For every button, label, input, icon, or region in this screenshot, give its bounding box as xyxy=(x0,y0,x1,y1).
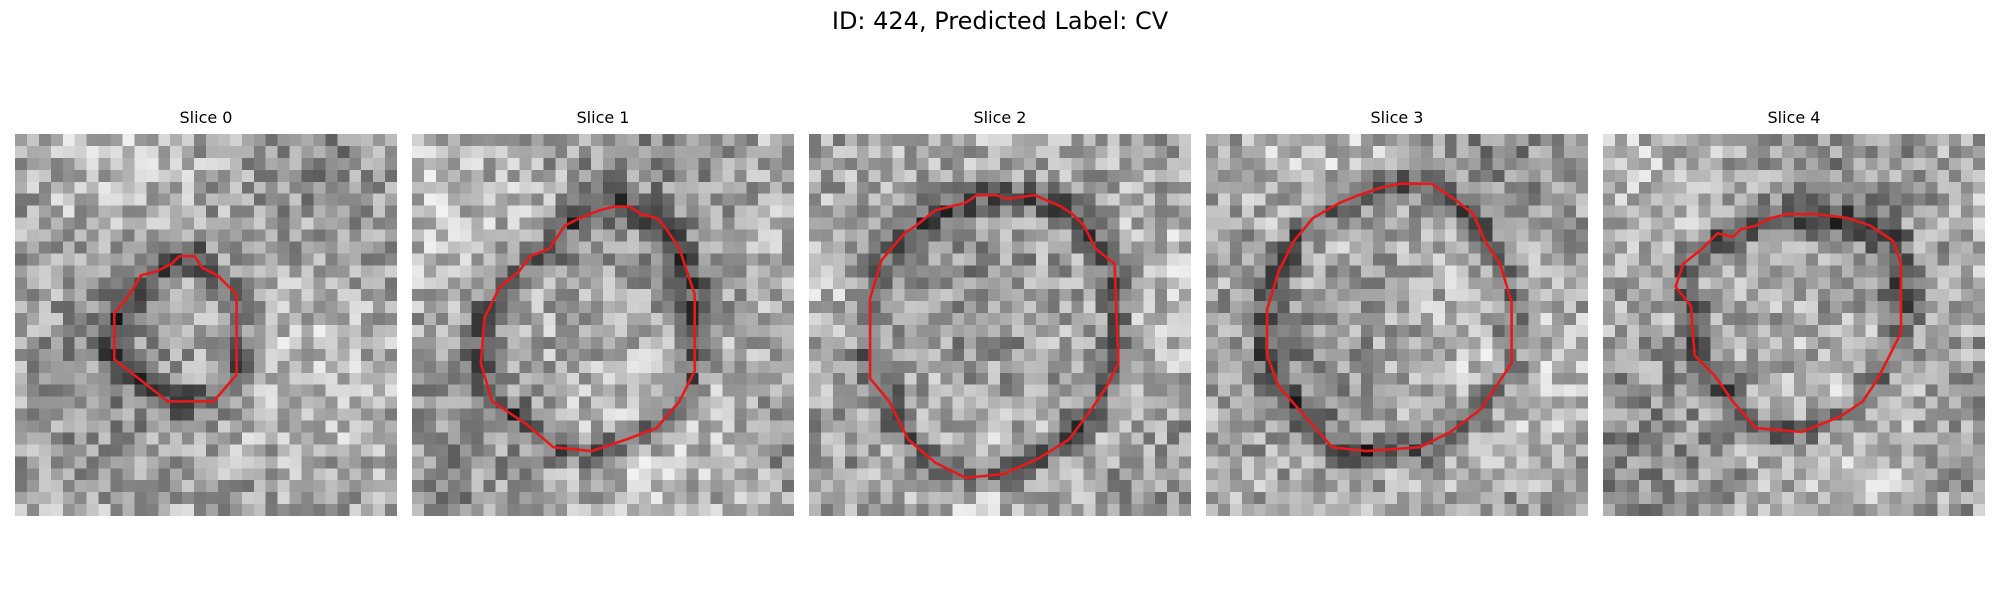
slice-title: Slice 4 xyxy=(1767,108,1821,127)
figure-title: ID: 424, Predicted Label: CV xyxy=(831,7,1169,35)
segmentation-contour xyxy=(1265,182,1513,453)
slice-image xyxy=(1603,134,1985,516)
slice-panel-3: Slice 3 xyxy=(1206,0,1588,520)
slice-title: Slice 0 xyxy=(179,108,233,127)
tomogram-pixels xyxy=(809,134,1191,516)
segmentation-contour xyxy=(1674,212,1903,434)
slice-panel-4: Slice 4 xyxy=(1603,0,1985,520)
slice-panel-0: Slice 0 xyxy=(15,0,397,520)
slice-image xyxy=(412,134,794,516)
slice-panel-1: Slice 1 xyxy=(412,0,794,520)
segmentation-contour xyxy=(868,193,1120,480)
slice-title: Slice 2 xyxy=(973,108,1027,127)
tomogram-pixels xyxy=(1206,134,1588,516)
tomogram-pixels xyxy=(412,134,794,516)
slice-image xyxy=(809,134,1191,516)
tomogram-pixels xyxy=(1603,134,1985,516)
slice-panel-2: Slice 2 xyxy=(809,0,1191,520)
slice-image xyxy=(1206,134,1588,516)
slice-image xyxy=(15,134,397,516)
segmentation-contour xyxy=(113,254,238,403)
slice-title: Slice 1 xyxy=(576,108,630,127)
segmentation-contour xyxy=(479,205,697,453)
slice-title: Slice 3 xyxy=(1370,108,1424,127)
tomogram-pixels xyxy=(15,134,397,516)
